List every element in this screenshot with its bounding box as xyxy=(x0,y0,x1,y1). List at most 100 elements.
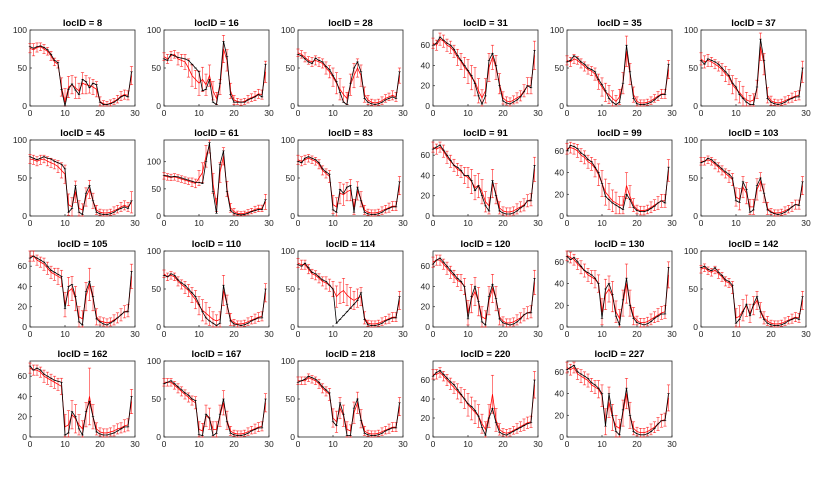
y-tick-label: 100 xyxy=(147,356,161,366)
x-tick-label: 10 xyxy=(597,108,607,118)
y-tick-label: 0 xyxy=(22,322,27,332)
x-tick-label: 30 xyxy=(130,439,140,449)
model-series-line xyxy=(432,257,535,326)
y-tick-label: 0 xyxy=(22,211,27,221)
y-tick-label: 50 xyxy=(286,173,296,183)
x-tick-label: 30 xyxy=(801,108,811,118)
y-tick-label: 100 xyxy=(281,135,295,145)
y-tick-label: 50 xyxy=(152,284,162,294)
x-tick-label: 10 xyxy=(194,439,204,449)
x-tick-label: 0 xyxy=(28,329,33,339)
y-tick-label: 100 xyxy=(684,246,698,256)
x-tick-label: 20 xyxy=(632,329,642,339)
model-series-line xyxy=(700,157,803,215)
x-tick-label: 0 xyxy=(296,108,301,118)
x-tick-label: 20 xyxy=(498,439,508,449)
subplot-panel: locID = 227 0 10 20 30 0 20 40 60 xyxy=(555,349,677,449)
y-tick-label: 0 xyxy=(425,211,430,221)
x-tick-label: 30 xyxy=(398,329,408,339)
y-tick-label: 0 xyxy=(693,101,698,111)
x-tick-label: 30 xyxy=(130,108,140,118)
y-tick-label: 50 xyxy=(18,173,28,183)
axes-box xyxy=(297,360,404,438)
x-tick-label: 10 xyxy=(194,108,204,118)
x-tick-label: 0 xyxy=(162,108,167,118)
subplot-title: locID = 99 xyxy=(597,128,642,139)
x-tick-label: 0 xyxy=(431,218,436,228)
model-series-line xyxy=(432,144,535,215)
y-tick-label: 0 xyxy=(559,432,564,442)
y-tick-label: 100 xyxy=(13,25,27,35)
y-tick-label: 100 xyxy=(281,25,295,35)
y-tick-label: 0 xyxy=(693,322,698,332)
subplot-panel: locID = 162 0 10 20 30 0 20 40 60 xyxy=(18,349,140,449)
y-tick-label: 0 xyxy=(156,322,161,332)
observed-series-line xyxy=(29,367,132,434)
x-tick-label: 10 xyxy=(60,439,70,449)
subplot-panel: locID = 120 0 10 20 30 0 20 40 60 xyxy=(421,239,543,339)
x-tick-label: 10 xyxy=(731,329,741,339)
x-tick-label: 20 xyxy=(766,108,776,118)
x-tick-label: 30 xyxy=(801,329,811,339)
x-tick-label: 30 xyxy=(533,218,543,228)
x-tick-label: 10 xyxy=(597,218,607,228)
y-tick-label: 100 xyxy=(13,135,27,145)
subplot-title: locID = 220 xyxy=(461,349,511,360)
x-tick-label: 30 xyxy=(667,218,677,228)
y-tick-label: 0 xyxy=(693,211,698,221)
y-tick-label: 60 xyxy=(18,261,28,271)
x-tick-label: 0 xyxy=(565,329,570,339)
y-tick-label: 0 xyxy=(425,101,430,111)
x-tick-label: 20 xyxy=(95,439,105,449)
subplot-panel: locID = 31 0 10 20 30 0 20 40 60 xyxy=(421,18,543,118)
observed-series-line xyxy=(701,159,803,214)
axes-box xyxy=(297,139,404,217)
observed-series-line xyxy=(432,259,535,324)
x-tick-label: 20 xyxy=(632,439,642,449)
y-tick-label: 60 xyxy=(421,261,431,271)
x-tick-label: 20 xyxy=(363,218,373,228)
x-tick-label: 20 xyxy=(498,218,508,228)
x-tick-label: 10 xyxy=(463,329,473,339)
x-tick-label: 10 xyxy=(328,329,338,339)
subplot-panel: locID = 16 0 10 20 30 0 50 100 xyxy=(147,18,274,118)
x-tick-label: 20 xyxy=(229,218,239,228)
y-tick-label: 60 xyxy=(555,367,565,377)
y-tick-label: 0 xyxy=(290,432,295,442)
x-tick-label: 30 xyxy=(264,108,274,118)
model-series-line xyxy=(432,369,535,437)
subplot-title: locID = 61 xyxy=(194,128,239,139)
subplot-panel: locID = 45 0 10 20 30 0 50 100 xyxy=(13,128,140,228)
subplot-panel: locID = 8 0 10 20 30 0 50 100 xyxy=(13,18,140,118)
subplot-title: locID = 91 xyxy=(463,128,508,139)
y-tick-label: 100 xyxy=(147,157,161,167)
subplot-title: locID = 114 xyxy=(326,239,376,250)
y-tick-label: 0 xyxy=(425,322,430,332)
observed-series-line xyxy=(566,366,669,434)
y-tick-label: 60 xyxy=(555,257,565,267)
y-tick-label: 100 xyxy=(147,25,161,35)
observed-series-line xyxy=(30,255,132,324)
subplot-title: locID = 8 xyxy=(63,18,102,29)
x-tick-label: 0 xyxy=(28,218,33,228)
axes-box xyxy=(29,139,136,217)
x-tick-label: 20 xyxy=(95,329,105,339)
subplot-title: locID = 105 xyxy=(58,239,109,250)
x-tick-label: 20 xyxy=(498,329,508,339)
y-tick-label: 50 xyxy=(689,284,699,294)
observed-series-line xyxy=(432,146,535,213)
y-tick-label: 0 xyxy=(290,211,295,221)
observed-series-line xyxy=(29,158,132,214)
y-tick-label: 20 xyxy=(555,410,565,420)
subplot-panel: locID = 35 0 10 20 30 0 50 100 xyxy=(550,18,677,118)
x-tick-label: 30 xyxy=(398,218,408,228)
observed-series-line xyxy=(163,145,266,215)
x-tick-label: 20 xyxy=(363,108,373,118)
x-tick-label: 30 xyxy=(398,108,408,118)
x-tick-label: 10 xyxy=(328,108,338,118)
x-tick-label: 10 xyxy=(60,108,70,118)
x-tick-label: 0 xyxy=(296,329,301,339)
y-tick-label: 0 xyxy=(156,211,161,221)
x-tick-label: 10 xyxy=(731,108,741,118)
x-tick-label: 0 xyxy=(565,439,570,449)
